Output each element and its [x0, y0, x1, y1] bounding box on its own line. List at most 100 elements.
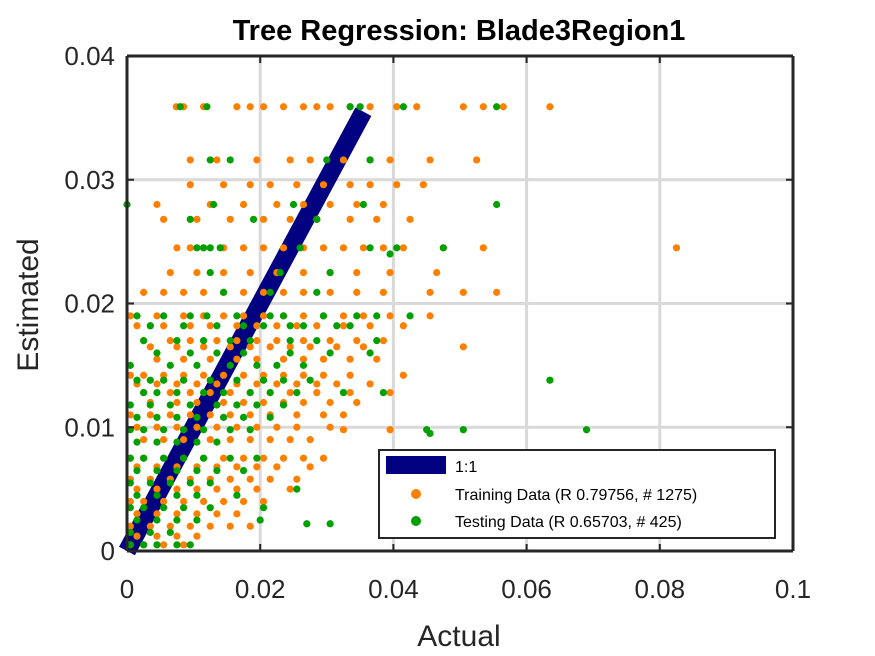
- training-point: [479, 103, 487, 111]
- training-point: [153, 532, 161, 540]
- training-point: [433, 268, 441, 277]
- training-point: [406, 215, 414, 223]
- testing-point: [186, 479, 194, 487]
- training-point: [419, 181, 427, 189]
- testing-point: [313, 215, 321, 223]
- training-point: [359, 312, 368, 320]
- testing-point: [206, 376, 214, 384]
- training-point: [219, 454, 228, 462]
- testing-point: [213, 349, 221, 357]
- axes: 0 0.02 0.04 0.06 0.08 0.1 0 0.01 0.02 0.03 0.04: [64, 41, 811, 604]
- training-point: [426, 288, 434, 296]
- training-point: [286, 343, 294, 351]
- testing-point: [206, 504, 214, 512]
- legend-swatch-identity: [386, 456, 446, 474]
- testing-point: [173, 466, 181, 475]
- x-tick-label: 0.02: [235, 574, 286, 604]
- training-point: [279, 103, 288, 111]
- training-point: [146, 411, 154, 419]
- training-point: [173, 380, 181, 388]
- training-point: [126, 371, 134, 379]
- testing-point: [160, 504, 168, 512]
- testing-point: [133, 491, 141, 499]
- testing-point: [366, 349, 374, 357]
- testing-point: [366, 156, 374, 164]
- training-point: [186, 522, 194, 530]
- testing-point: [253, 361, 261, 369]
- training-point: [379, 288, 388, 296]
- training-point: [166, 268, 174, 277]
- training-point: [299, 355, 308, 363]
- testing-point: [213, 401, 221, 409]
- training-point: [339, 426, 348, 434]
- testing-point: [249, 215, 258, 223]
- training-point: [273, 423, 281, 431]
- training-point: [333, 380, 341, 388]
- training-point: [313, 322, 321, 330]
- testing-point: [203, 312, 211, 320]
- testing-point: [239, 413, 248, 421]
- testing-point: [193, 413, 201, 421]
- testing-point: [253, 454, 261, 462]
- training-point: [193, 380, 201, 388]
- training-point: [266, 436, 274, 444]
- testing-point: [186, 312, 194, 320]
- training-point: [353, 398, 361, 407]
- testing-point: [213, 322, 221, 330]
- training-point: [213, 510, 221, 518]
- testing-point: [180, 454, 188, 462]
- testing-point: [153, 466, 161, 475]
- training-point: [393, 103, 401, 111]
- training-point: [173, 532, 181, 540]
- training-point: [180, 497, 188, 506]
- training-point: [319, 371, 328, 379]
- training-point: [259, 312, 268, 320]
- training-point: [339, 244, 348, 252]
- training-point: [180, 288, 188, 296]
- training-point: [273, 337, 281, 345]
- testing-point: [406, 312, 414, 320]
- training-point: [386, 268, 394, 277]
- training-point: [279, 371, 288, 379]
- training-point: [226, 389, 234, 397]
- testing-point: [140, 504, 148, 512]
- training-point: [279, 244, 288, 252]
- training-point: [186, 244, 194, 252]
- training-point: [299, 312, 308, 320]
- testing-point: [199, 454, 208, 462]
- testing-point: [160, 426, 168, 434]
- training-point: [153, 380, 161, 388]
- training-point: [186, 322, 194, 330]
- training-point: [166, 411, 174, 419]
- training-point: [193, 532, 201, 540]
- testing-point: [313, 337, 321, 345]
- training-point: [286, 389, 294, 397]
- training-point: [259, 371, 268, 379]
- training-point: [133, 510, 141, 518]
- testing-point: [386, 250, 394, 258]
- testing-point: [326, 520, 334, 528]
- training-point: [146, 343, 154, 351]
- testing-point: [199, 426, 208, 434]
- training-point: [153, 312, 161, 320]
- testing-point: [226, 361, 234, 369]
- training-point: [199, 371, 208, 379]
- training-point: [140, 371, 148, 379]
- training-point: [180, 371, 188, 379]
- testing-point: [546, 376, 554, 384]
- training-point: [219, 268, 228, 277]
- testing-point: [333, 322, 341, 330]
- training-point: [326, 103, 334, 111]
- y-axis-label: Estimated: [12, 238, 45, 371]
- training-point: [286, 436, 294, 444]
- testing-point: [239, 349, 248, 357]
- plot-area: [119, 103, 681, 556]
- training-point: [386, 312, 394, 320]
- testing-point: [273, 361, 281, 369]
- testing-point: [493, 200, 501, 209]
- training-point: [199, 497, 208, 506]
- testing-point: [199, 337, 208, 345]
- training-point: [353, 288, 361, 296]
- training-point: [193, 485, 201, 493]
